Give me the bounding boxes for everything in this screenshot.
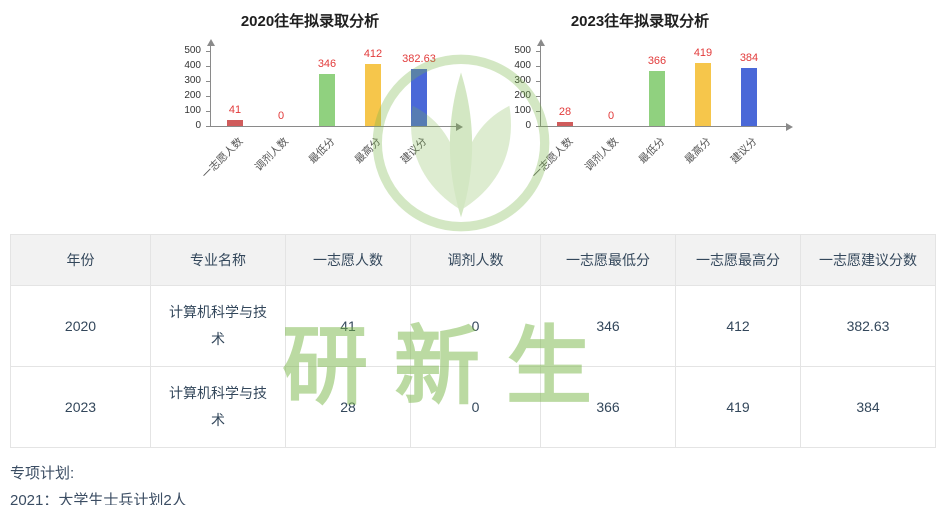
x-axis-line bbox=[210, 126, 456, 127]
cell-min-score: 346 bbox=[540, 285, 676, 367]
y-tick-label: 300 bbox=[514, 75, 531, 86]
table-row: 2023 计算机科学与技术 28 0 366 419 384 bbox=[10, 366, 936, 448]
y-axis-arrow-icon bbox=[537, 39, 545, 46]
bar bbox=[649, 71, 665, 126]
header-year: 年份 bbox=[10, 234, 151, 286]
note-2021-soldier-plan: 2021：大学生士兵计划2人 bbox=[10, 492, 187, 505]
charts-section: 2020往年拟录取分析 0 100 200 300 400 500 41 一志愿人数 0 调剂人数… bbox=[160, 0, 945, 188]
chart-title-2023: 2023往年拟录取分析 bbox=[570, 13, 710, 30]
bar-value-label: 0 bbox=[607, 110, 615, 122]
bar bbox=[695, 63, 711, 126]
x-category-label: 最高分 bbox=[352, 135, 383, 167]
bar bbox=[365, 64, 381, 126]
bar-value-label: 346 bbox=[317, 58, 337, 71]
x-category-label: 最低分 bbox=[306, 135, 337, 167]
bar-value-label: 366 bbox=[647, 55, 667, 68]
y-tick-label: 0 bbox=[525, 120, 531, 131]
cell-year: 2023 bbox=[10, 366, 151, 448]
x-category-label: 调剂人数 bbox=[252, 135, 291, 174]
y-axis-line bbox=[540, 46, 541, 126]
y-tick-label: 500 bbox=[184, 45, 201, 56]
notes-section: 专项计划: 2021：大学生士兵计划2人 bbox=[10, 460, 945, 505]
table-header-row: 年份 专业名称 一志愿人数 调剂人数 一志愿最低分 一志愿最高分 一志愿建议分数 bbox=[10, 234, 936, 286]
y-tick-mark bbox=[206, 51, 210, 52]
bar-value-label: 419 bbox=[693, 47, 713, 60]
x-category-label: 最低分 bbox=[636, 135, 667, 167]
chart-2023: 2023往年拟录取分析 0 100 200 300 400 500 28 一志愿人数 0 调剂人数… bbox=[490, 12, 793, 188]
y-tick-mark bbox=[206, 96, 210, 97]
bar-value-label: 412 bbox=[363, 48, 383, 61]
y-tick-mark bbox=[536, 126, 540, 127]
bar-value-label: 41 bbox=[228, 103, 242, 116]
header-min-score: 一志愿最低分 bbox=[540, 234, 676, 286]
cell-major: 计算机科学与技术 bbox=[150, 366, 286, 448]
bar bbox=[411, 68, 427, 126]
bar bbox=[741, 68, 757, 126]
bar-value-label: 384 bbox=[739, 52, 759, 65]
y-tick-label: 400 bbox=[514, 60, 531, 71]
y-tick-label: 100 bbox=[184, 105, 201, 116]
x-axis-line bbox=[540, 126, 786, 127]
header-adjust-count: 调剂人数 bbox=[410, 234, 541, 286]
cell-first-choice-count: 28 bbox=[285, 366, 411, 448]
chart-title-2020: 2020往年拟录取分析 bbox=[240, 13, 380, 30]
x-category-label: 建议分 bbox=[728, 135, 759, 167]
cell-suggested-score: 384 bbox=[800, 366, 936, 448]
header-max-score: 一志愿最高分 bbox=[675, 234, 801, 286]
y-tick-label: 400 bbox=[184, 60, 201, 71]
chart-plot-2023: 0 100 200 300 400 500 28 一志愿人数 0 调剂人数 366 最低分 419 最高分… bbox=[490, 36, 800, 188]
note-special-plan-title: 专项计划: bbox=[10, 465, 75, 482]
cell-adjust-count: 0 bbox=[410, 366, 541, 448]
y-tick-label: 200 bbox=[184, 90, 201, 101]
y-tick-label: 500 bbox=[514, 45, 531, 56]
cell-first-choice-count: 41 bbox=[285, 285, 411, 367]
x-category-label: 一志愿人数 bbox=[529, 135, 575, 182]
y-tick-mark bbox=[206, 111, 210, 112]
x-category-label: 最高分 bbox=[682, 135, 713, 167]
y-tick-label: 300 bbox=[184, 75, 201, 86]
x-axis-arrow-icon bbox=[456, 123, 463, 131]
cell-min-score: 366 bbox=[540, 366, 676, 448]
x-axis-arrow-icon bbox=[786, 123, 793, 131]
bar bbox=[227, 119, 243, 126]
y-axis-line bbox=[210, 46, 211, 126]
chart-plot-2020: 0 100 200 300 400 500 41 一志愿人数 0 调剂人数 346 最低分 412 最高分… bbox=[160, 36, 470, 188]
bar bbox=[557, 121, 573, 126]
bar-value-label: 382.63 bbox=[402, 52, 436, 65]
y-axis-arrow-icon bbox=[207, 39, 215, 46]
y-tick-mark bbox=[536, 111, 540, 112]
cell-suggested-score: 382.63 bbox=[800, 285, 936, 367]
table-row: 2020 计算机科学与技术 41 0 346 412 382.63 bbox=[10, 285, 936, 367]
y-tick-label: 200 bbox=[514, 90, 531, 101]
header-first-choice-count: 一志愿人数 bbox=[285, 234, 411, 286]
header-major: 专业名称 bbox=[150, 234, 286, 286]
bar-value-label: 0 bbox=[277, 110, 285, 122]
cell-year: 2020 bbox=[10, 285, 151, 367]
cell-major: 计算机科学与技术 bbox=[150, 285, 286, 367]
x-category-label: 建议分 bbox=[398, 135, 429, 167]
y-tick-mark bbox=[206, 126, 210, 127]
header-suggested-score: 一志愿建议分数 bbox=[800, 234, 936, 286]
cell-max-score: 419 bbox=[675, 366, 801, 448]
y-tick-mark bbox=[536, 81, 540, 82]
y-tick-mark bbox=[536, 51, 540, 52]
admission-table: 年份 专业名称 一志愿人数 调剂人数 一志愿最低分 一志愿最高分 一志愿建议分数… bbox=[10, 234, 936, 448]
y-tick-mark bbox=[536, 66, 540, 67]
y-tick-mark bbox=[536, 96, 540, 97]
bar-value-label: 28 bbox=[558, 105, 572, 118]
cell-adjust-count: 0 bbox=[410, 285, 541, 367]
chart-2020: 2020往年拟录取分析 0 100 200 300 400 500 41 一志愿人数 0 调剂人数… bbox=[160, 12, 463, 188]
y-tick-label: 100 bbox=[514, 105, 531, 116]
x-category-label: 调剂人数 bbox=[582, 135, 621, 174]
y-tick-label: 0 bbox=[195, 120, 201, 131]
y-tick-mark bbox=[206, 81, 210, 82]
cell-max-score: 412 bbox=[675, 285, 801, 367]
y-tick-mark bbox=[206, 66, 210, 67]
bar bbox=[319, 74, 335, 126]
x-category-label: 一志愿人数 bbox=[199, 135, 245, 182]
